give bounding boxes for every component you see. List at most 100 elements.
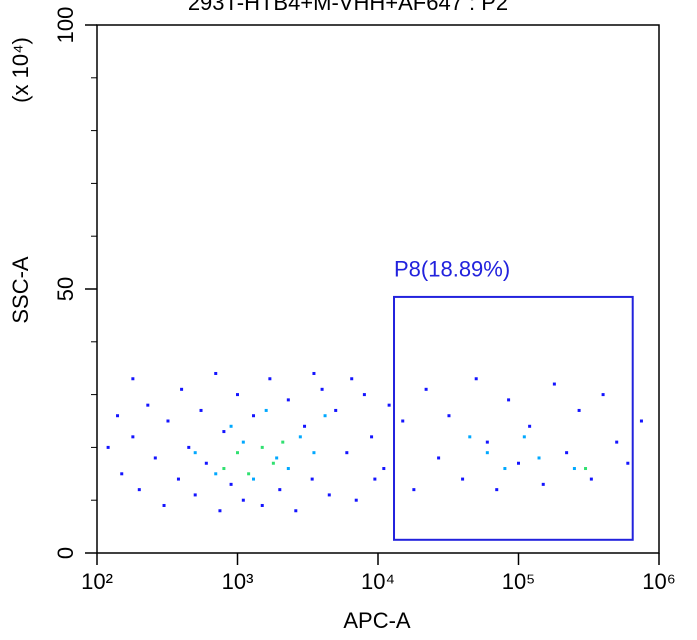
event-dot (236, 393, 239, 397)
event-dot (298, 435, 302, 439)
event-dot (106, 445, 110, 449)
x-tick-label: 10³ (222, 569, 254, 594)
event-dot (229, 482, 233, 486)
event-dot (281, 440, 285, 444)
event-dot (584, 467, 588, 471)
event-dot (199, 408, 203, 412)
event-dot (565, 451, 569, 455)
event-dot (229, 424, 233, 428)
event-dot (193, 493, 197, 497)
event-dot (503, 467, 507, 471)
event-dot (310, 477, 314, 481)
event-dot (517, 461, 520, 465)
event-dot (447, 414, 451, 418)
event-dot (268, 377, 272, 381)
y-tick-label: 0 (53, 547, 78, 559)
event-dot (350, 377, 354, 381)
event-dot (286, 467, 290, 471)
event-dot (275, 456, 279, 460)
event-dot (204, 461, 208, 465)
event-dot (327, 493, 331, 497)
event-dot (639, 419, 643, 423)
x-tick-label: 10⁵ (502, 569, 536, 594)
x-tick-label: 10⁴ (361, 569, 395, 594)
event-dot (312, 451, 316, 455)
event-dot (589, 477, 593, 481)
event-dot (252, 414, 256, 418)
event-dot (323, 414, 327, 418)
event-dot (537, 456, 541, 460)
event-dot (437, 456, 441, 460)
event-dot (412, 488, 416, 492)
event-dot (247, 472, 251, 476)
event-dot (474, 377, 478, 381)
event-dot (468, 435, 472, 439)
event-dot (370, 435, 374, 439)
event-dot (193, 451, 197, 455)
event-dot (401, 419, 405, 423)
x-tick-label: 10² (81, 569, 113, 594)
event-dot (334, 408, 338, 412)
event-dot (214, 472, 218, 476)
event-dot (131, 435, 135, 439)
event-dot (222, 467, 226, 471)
event-dot (278, 488, 282, 492)
event-dot (264, 408, 268, 412)
event-dot (382, 467, 386, 471)
event-dot (528, 424, 532, 428)
event-dot (507, 398, 511, 402)
gate-label: P8(18.89%) (394, 257, 510, 282)
y-tick-label: 50 (53, 277, 78, 301)
event-dot (166, 419, 170, 423)
event-dot (577, 408, 581, 412)
event-dot (241, 440, 245, 444)
event-dot (187, 445, 191, 449)
event-dot (271, 461, 275, 465)
x-tick-label: 10⁶ (642, 569, 676, 594)
event-dot (286, 398, 290, 402)
event-dot (320, 387, 324, 391)
event-dot (137, 488, 141, 492)
event-dot (552, 382, 556, 386)
event-dot (387, 403, 391, 407)
event-dot (180, 387, 184, 391)
gate (393, 295, 634, 541)
event-dot (131, 377, 135, 381)
event-dot (260, 445, 264, 449)
event-dot (303, 424, 307, 428)
event-dot (222, 430, 226, 434)
event-dot (522, 435, 526, 439)
event-dot (345, 451, 349, 455)
event-dot (252, 477, 256, 481)
event-dot (312, 371, 316, 375)
event-dot (601, 393, 605, 397)
event-dot (424, 387, 428, 391)
chart-title: 293T-HTB4+M-VHH+AF647 : P2 (188, 0, 508, 15)
y-tick-label: 100 (53, 7, 78, 44)
x-axis-label: APC-A (343, 608, 411, 633)
event-dot (294, 509, 298, 513)
event-dot (241, 498, 245, 502)
y-axis-label: SSC-A (8, 256, 33, 324)
event-dot (162, 503, 166, 507)
y-unit-label: (x 10⁴) (8, 37, 33, 103)
event-dot (214, 371, 218, 375)
event-dot (354, 498, 358, 502)
event-dot (373, 477, 377, 481)
event-dot (495, 488, 499, 492)
event-dot (362, 393, 366, 397)
event-dot (572, 467, 576, 471)
event-dot (626, 461, 630, 465)
event-dot (116, 414, 120, 418)
event-dot (218, 509, 222, 513)
event-dot (615, 440, 619, 444)
event-dot (176, 477, 180, 481)
event-dot (541, 482, 545, 486)
event-dot (485, 440, 489, 444)
event-dot (236, 451, 239, 455)
event-dot (146, 403, 150, 407)
event-dot (120, 472, 124, 476)
event-dot (461, 477, 465, 481)
event-dot (260, 503, 264, 507)
